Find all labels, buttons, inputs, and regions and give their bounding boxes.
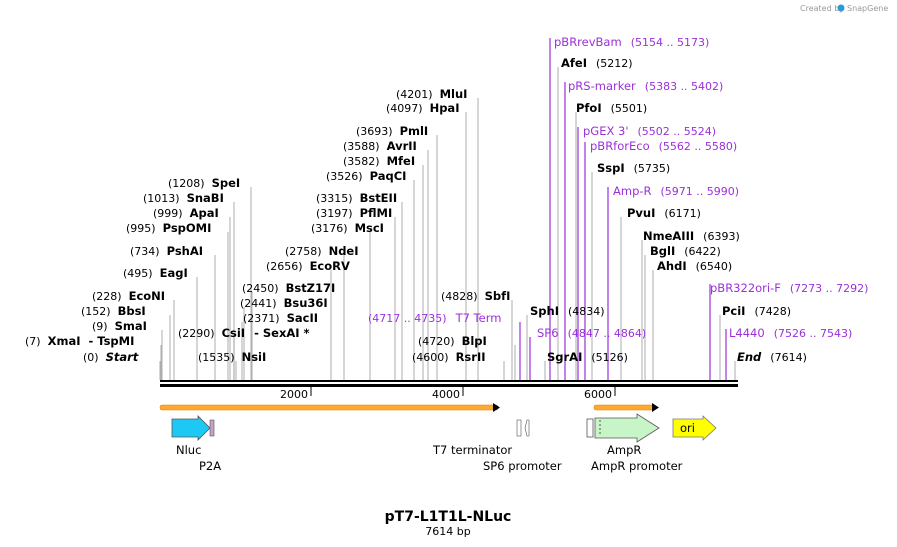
primer-label[interactable]: pBRrevBam (5154 .. 5173) (554, 35, 709, 49)
site-label[interactable]: AfeI (5212) (561, 56, 633, 70)
site-label[interactable]: (2758) NdeI (285, 244, 359, 258)
site-label[interactable]: SspI (5735) (597, 161, 670, 175)
feature-label: P2A (199, 459, 221, 473)
plasmid-name: pT7-L1T1L-NLuc (385, 509, 512, 525)
site-label[interactable]: (4600) RsrII (412, 350, 486, 364)
site-label[interactable]: (9) SmaI (92, 319, 147, 333)
primer-label[interactable]: pRS-marker (5383 .. 5402) (568, 79, 723, 93)
site-label[interactable]: PciI (7428) (722, 304, 791, 318)
orf-arrow-icon (652, 403, 659, 412)
tick-label: 2000 (280, 388, 308, 401)
primer-labels: pBRrevBam (5154 .. 5173) pRS-marker (5383 … (368, 35, 868, 340)
site-label[interactable]: (4828) SbfI (441, 289, 510, 303)
site-label[interactable]: (3588) AvrII (343, 139, 417, 153)
feature-ampr-promoter[interactable] (586, 418, 594, 438)
site-label[interactable]: (3526) PaqCI (326, 169, 406, 183)
site-label[interactable]: (7) XmaI - TspMI (25, 334, 134, 348)
feature-label: SP6 promoter (483, 459, 562, 473)
site-labels: (0) Start (7) XmaI - TspMI (9) SmaI (152) Bb… (25, 56, 807, 364)
site-label[interactable]: (2450) BstZ17I (242, 281, 335, 295)
site-label[interactable]: (3693) PmlI (356, 124, 428, 138)
site-label[interactable]: PvuI (6171) (627, 206, 701, 220)
feature-label: Nluc (176, 443, 201, 457)
site-label[interactable]: (495) EagI (123, 266, 188, 280)
site-label[interactable]: (152) BbsI (81, 304, 146, 318)
site-label[interactable]: (2441) Bsu36I (240, 296, 328, 310)
site-label[interactable]: End (7614) (737, 350, 807, 364)
backbone-strand-bottom (160, 384, 738, 387)
primer-label[interactable]: pBRforEco (5562 .. 5580) (590, 139, 737, 153)
site-label[interactable]: (228) EcoNI (92, 289, 165, 303)
site-label[interactable]: (995) PspOMI (126, 221, 211, 235)
site-label[interactable]: (0) Start (83, 350, 139, 364)
feature-nluc[interactable] (171, 415, 211, 441)
primer-label[interactable]: pGEX 3' (5502 .. 5524) (583, 124, 716, 138)
site-label[interactable]: (4097) HpaI (386, 101, 459, 115)
site-label[interactable]: PfoI (5501) (576, 101, 647, 115)
site-label[interactable]: (999) ApaI (153, 206, 219, 220)
site-label[interactable]: SgrAI (5126) (547, 350, 628, 364)
feature-ampr[interactable] (594, 413, 660, 443)
site-label[interactable]: (2290) CsiI - SexAI * (178, 326, 310, 340)
credit-brand: SnapGene (847, 4, 888, 13)
site-label[interactable]: NmeAIII (6393) (643, 229, 740, 243)
site-label[interactable]: (1013) SnaBI (143, 191, 224, 205)
credit-prefix: Created by (800, 4, 844, 13)
site-label[interactable]: (1208) SpeI (168, 176, 240, 190)
feature-p2a[interactable] (209, 419, 215, 437)
primer-label[interactable]: SP6 (4847 .. 4864) (537, 326, 646, 340)
site-label[interactable]: (1535) NsiI (198, 350, 266, 364)
primer-label[interactable]: Amp-R (5971 .. 5990) (613, 184, 739, 198)
primer-label[interactable]: pBR322ori-F (7273 .. 7292) (710, 281, 868, 295)
site-label[interactable]: BglI (6422) (650, 244, 721, 258)
primer-label[interactable]: L4440 (7526 .. 7543) (729, 326, 852, 340)
primer-label[interactable]: (4717 .. 4735) T7 Term (368, 311, 501, 325)
site-connector-lines (159, 38, 736, 380)
site-label[interactable]: AhdI (6540) (657, 259, 732, 273)
site-label[interactable]: (3582) MfeI (343, 154, 415, 168)
site-label[interactable]: (3176) MscI (311, 221, 384, 235)
feature-label: T7 terminator (432, 443, 512, 457)
site-label[interactable]: SphI (4834) (530, 304, 605, 318)
site-label[interactable]: (2371) SacII (243, 311, 318, 325)
feature-label: ori (680, 421, 695, 435)
site-label[interactable]: (3315) BstEII (316, 191, 397, 205)
tick-label: 4000 (432, 388, 460, 401)
site-label[interactable]: (2656) EcoRV (266, 259, 350, 273)
snapgene-logo-icon (837, 4, 845, 12)
feature-t7-terminator[interactable] (516, 419, 522, 437)
feature-sp6-promoter[interactable] (524, 419, 530, 437)
site-label[interactable]: (734) PshAI (130, 244, 203, 258)
orf-arrow-icon (493, 403, 500, 412)
site-label[interactable]: (4720) BlpI (418, 334, 487, 348)
feature-label: AmpR promoter (591, 459, 683, 473)
orf-bar-ampr[interactable] (593, 404, 657, 411)
backbone-strand-top (160, 380, 738, 382)
plasmid-length: 7614 bp (425, 525, 470, 538)
feature-ori[interactable] (672, 415, 717, 441)
site-label[interactable]: (4201) MluI (396, 87, 467, 101)
feature-label: AmpR (607, 443, 641, 457)
orf-bar-nluc[interactable] (159, 404, 499, 411)
tick-label: 6000 (584, 388, 612, 401)
site-label[interactable]: (3197) PflMI (316, 206, 392, 220)
